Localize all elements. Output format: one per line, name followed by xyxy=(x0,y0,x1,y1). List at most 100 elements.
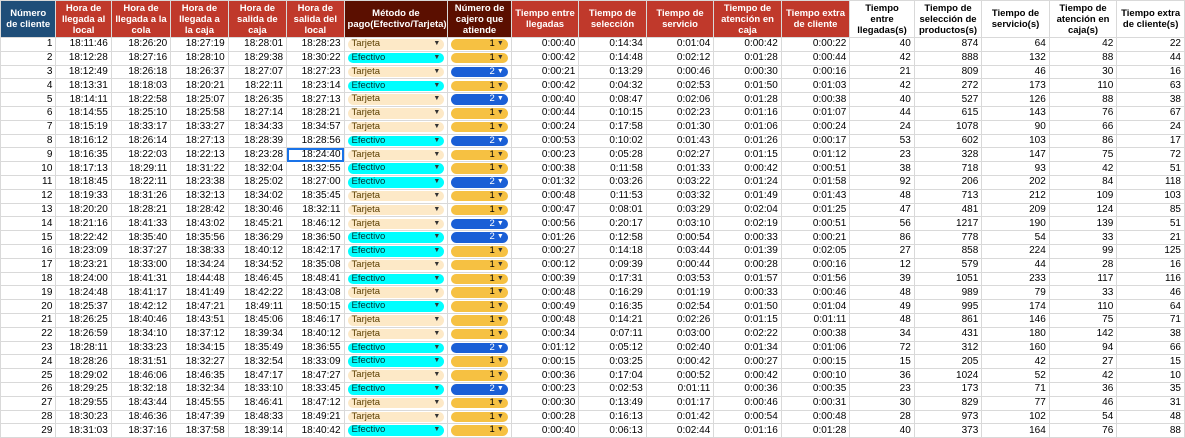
data-cell[interactable]: 18:48:33 xyxy=(227,409,288,425)
data-cell[interactable]: 51 xyxy=(1116,216,1185,232)
data-cell[interactable]: 103 xyxy=(981,133,1050,149)
cashier-number-cell[interactable]: 1 ▼ xyxy=(447,161,512,176)
data-cell[interactable]: 0:02:54 xyxy=(645,299,715,314)
data-cell[interactable]: 0:16:35 xyxy=(578,299,647,314)
data-cell[interactable]: 0:02:53 xyxy=(645,78,715,94)
cashier-number-cell[interactable]: 1 ▼ xyxy=(447,312,512,328)
data-cell[interactable]: 139 xyxy=(1048,216,1118,232)
data-cell[interactable]: 18:40:46 xyxy=(110,312,172,328)
data-cell[interactable]: 0:01:28 xyxy=(713,92,782,107)
cashier-number-dropdown[interactable]: 2 ▼ xyxy=(451,66,508,78)
data-cell[interactable]: 0:01:26 xyxy=(713,133,782,149)
data-cell[interactable]: 66 xyxy=(1048,119,1118,135)
dropdown-arrow-icon[interactable]: ▼ xyxy=(496,385,504,393)
data-cell[interactable]: 18:35:45 xyxy=(286,188,345,204)
dropdown-arrow-icon[interactable]: ▼ xyxy=(496,247,504,255)
dropdown-arrow-icon[interactable]: ▼ xyxy=(496,302,504,310)
data-cell[interactable]: 39 xyxy=(849,271,915,287)
data-cell[interactable]: 0:02:04 xyxy=(713,202,782,218)
payment-method-cell[interactable]: Tarjeta ▼ xyxy=(343,92,449,107)
payment-method-dropdown[interactable]: Efectivo ▼ xyxy=(347,301,445,312)
data-cell[interactable]: 874 xyxy=(913,37,983,52)
data-cell[interactable]: 0:14:18 xyxy=(578,243,647,259)
payment-method-dropdown[interactable]: Tarjeta ▼ xyxy=(347,218,445,229)
data-cell[interactable]: 18:12:28 xyxy=(55,50,112,66)
data-cell[interactable]: 21 xyxy=(849,64,915,80)
data-cell[interactable]: 18:30:22 xyxy=(286,50,345,66)
data-cell[interactable]: 102 xyxy=(981,409,1050,425)
data-cell[interactable]: 0:01:50 xyxy=(713,78,782,94)
payment-method-dropdown[interactable]: Efectivo ▼ xyxy=(347,52,445,64)
data-cell[interactable]: 0:13:29 xyxy=(578,64,647,80)
data-cell[interactable]: 0:17:04 xyxy=(578,368,647,383)
payment-method-dropdown[interactable]: Efectivo ▼ xyxy=(347,177,445,188)
cashier-number-dropdown[interactable]: 1 ▼ xyxy=(451,397,508,409)
payment-method-cell[interactable]: Efectivo ▼ xyxy=(343,340,449,356)
data-cell[interactable]: 0:01:43 xyxy=(645,133,715,149)
data-cell[interactable]: 0:00:23 xyxy=(510,147,580,163)
dropdown-arrow-icon[interactable]: ▼ xyxy=(433,109,441,117)
data-cell[interactable]: 888 xyxy=(913,50,983,66)
data-cell[interactable]: 0:01:04 xyxy=(645,37,715,52)
dropdown-arrow-icon[interactable]: ▼ xyxy=(496,53,504,61)
data-cell[interactable]: 18:34:52 xyxy=(227,257,288,273)
data-cell[interactable]: 0:02:22 xyxy=(713,326,782,342)
dropdown-arrow-icon[interactable]: ▼ xyxy=(433,343,441,351)
data-cell[interactable]: 18:26:18 xyxy=(110,64,172,80)
data-cell[interactable]: 373 xyxy=(913,423,983,438)
data-cell[interactable]: 67 xyxy=(1116,105,1185,121)
data-cell[interactable]: 0:00:38 xyxy=(510,161,580,176)
data-cell[interactable]: 18:32:54 xyxy=(227,354,288,370)
payment-method-dropdown[interactable]: Tarjeta ▼ xyxy=(347,315,445,326)
data-cell[interactable]: 48 xyxy=(1116,409,1185,425)
data-cell[interactable]: 18:32:13 xyxy=(170,188,229,204)
data-cell[interactable]: 18:14:11 xyxy=(55,92,112,107)
data-cell[interactable]: 0:03:29 xyxy=(645,202,715,218)
data-cell[interactable]: 84 xyxy=(1048,174,1118,190)
dropdown-arrow-icon[interactable]: ▼ xyxy=(433,260,441,268)
data-cell[interactable]: 125 xyxy=(1116,243,1185,259)
data-cell[interactable]: 18:20:20 xyxy=(55,202,112,218)
data-cell[interactable]: 48 xyxy=(849,188,915,204)
data-cell[interactable]: 0:01:11 xyxy=(780,312,851,328)
header-cell[interactable]: Hora de llegada al local xyxy=(55,0,112,38)
data-cell[interactable]: 18:34:02 xyxy=(227,188,288,204)
data-cell[interactable]: 18:24:48 xyxy=(55,285,112,301)
data-cell[interactable]: 42 xyxy=(1048,368,1118,383)
data-cell[interactable]: 18:32:18 xyxy=(110,381,172,397)
payment-method-cell[interactable]: Tarjeta ▼ xyxy=(343,119,449,135)
data-cell[interactable]: 18:31:51 xyxy=(110,354,172,370)
data-cell[interactable]: 0:00:24 xyxy=(780,119,851,135)
data-cell[interactable]: 18:25:02 xyxy=(227,174,288,190)
data-cell[interactable]: 18:47:39 xyxy=(170,409,229,425)
data-cell[interactable]: 18:23:09 xyxy=(55,243,112,259)
cashier-number-dropdown[interactable]: 2 ▼ xyxy=(451,135,508,147)
data-cell[interactable]: 0:00:46 xyxy=(780,285,851,301)
data-cell[interactable]: 18:36:55 xyxy=(286,340,345,356)
payment-method-cell[interactable]: Efectivo ▼ xyxy=(343,133,449,149)
dropdown-arrow-icon[interactable]: ▼ xyxy=(433,398,441,406)
data-cell[interactable]: 18:22:58 xyxy=(110,92,172,107)
data-cell[interactable]: 0:16:29 xyxy=(578,285,647,301)
data-cell[interactable]: 48 xyxy=(849,285,915,301)
data-cell[interactable]: 0:00:53 xyxy=(510,133,580,149)
header-cell[interactable]: Hora de salida del local xyxy=(286,0,345,38)
data-cell[interactable]: 18:32:34 xyxy=(170,381,229,397)
data-cell[interactable]: 0:01:16 xyxy=(713,423,782,438)
data-cell[interactable]: 858 xyxy=(913,243,983,259)
data-cell[interactable]: 206 xyxy=(913,174,983,190)
data-cell[interactable]: 15 xyxy=(849,354,915,370)
cashier-number-dropdown[interactable]: 2 ▼ xyxy=(451,94,508,105)
data-cell[interactable]: 0:00:51 xyxy=(780,216,851,232)
payment-method-dropdown[interactable]: Tarjeta ▼ xyxy=(347,370,445,381)
data-cell[interactable]: 0:01:43 xyxy=(780,188,851,204)
payment-method-cell[interactable]: Efectivo ▼ xyxy=(343,423,449,438)
data-cell[interactable]: 46 xyxy=(1048,395,1118,411)
data-cell[interactable]: 22 xyxy=(1116,37,1185,52)
data-cell[interactable]: 18:33:17 xyxy=(110,119,172,135)
data-cell[interactable]: 110 xyxy=(1048,299,1118,314)
data-cell[interactable]: 18:15:19 xyxy=(55,119,112,135)
data-cell[interactable]: 579 xyxy=(913,257,983,273)
cashier-number-dropdown[interactable]: 1 ▼ xyxy=(451,370,508,381)
data-cell[interactable]: 0:03:25 xyxy=(578,354,647,370)
